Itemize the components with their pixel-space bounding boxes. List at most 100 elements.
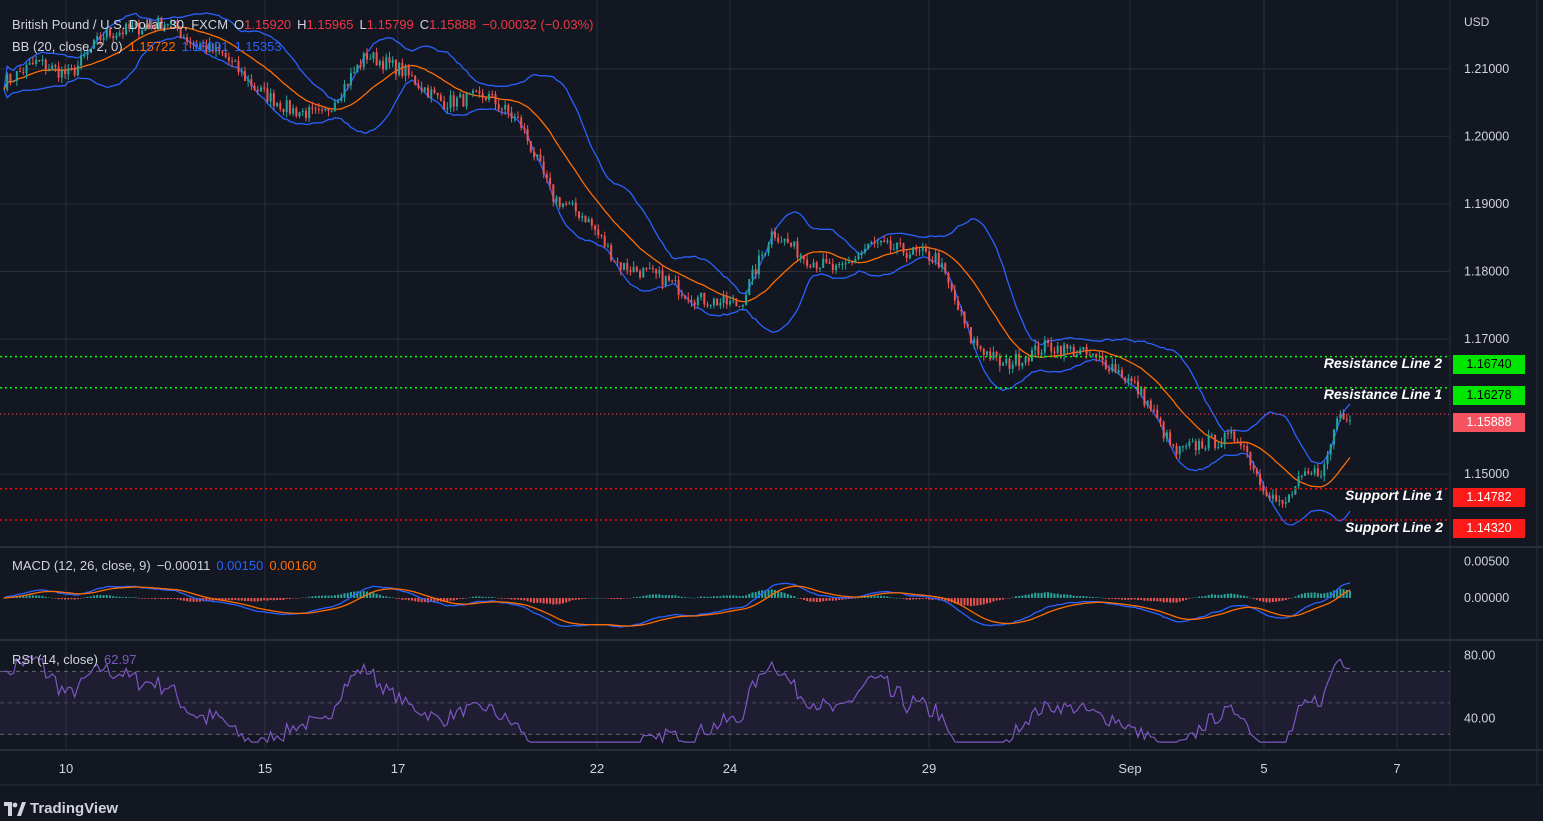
candle-body: [317, 108, 320, 110]
macd-hist-bar: [321, 595, 324, 598]
macd-hist-bar: [902, 597, 905, 599]
candle-body: [356, 65, 359, 73]
macd-hist-bar: [693, 597, 696, 599]
candle-body: [459, 94, 462, 98]
macd-hist-bar: [838, 597, 841, 601]
candle-body: [349, 73, 352, 86]
macd-hist-bar: [851, 597, 854, 599]
candle-body: [1275, 494, 1278, 502]
candle-body: [475, 90, 478, 92]
candle-body: [738, 306, 741, 308]
candle-body: [433, 89, 436, 93]
macd-hist-bar: [150, 597, 153, 599]
macd-hist-bar: [1239, 595, 1242, 598]
macd-hist-bar: [1255, 597, 1258, 600]
tradingview-brand[interactable]: TradingView: [4, 800, 118, 817]
candle-body: [144, 25, 147, 31]
macd-hist-bar: [719, 596, 722, 598]
macd-hist-bar: [173, 597, 176, 599]
macd-label[interactable]: MACD (12, 26, close, 9): [12, 558, 151, 573]
candle-body: [690, 299, 693, 303]
macd-hist-bar: [571, 597, 574, 601]
candle-body: [941, 263, 944, 268]
macd-hist-bar: [234, 597, 237, 601]
macd-hist-bar: [1194, 597, 1197, 598]
bb-label[interactable]: BB (20, close, 2, 0): [12, 39, 123, 54]
macd-hist-bar: [732, 595, 735, 598]
macd-hist-bar: [899, 597, 902, 599]
macd-hist-bar: [915, 597, 918, 600]
candle-body: [545, 174, 548, 178]
macd-hist-bar: [1059, 594, 1062, 598]
macd-hist-bar: [468, 597, 471, 598]
macd-hist-bar: [240, 597, 243, 601]
candle-body: [311, 107, 314, 109]
macd-hist-bar: [1323, 593, 1326, 598]
macd-hist-bar: [1018, 596, 1021, 598]
candle-body: [221, 51, 224, 53]
candle-body: [565, 203, 568, 205]
symbol-name[interactable]: British Pound / U.S. Dollar, 30, FXCM: [12, 17, 229, 32]
candle-body: [385, 57, 388, 70]
candle-body: [1194, 441, 1197, 451]
candle-body: [170, 21, 173, 25]
candle-body: [831, 263, 834, 271]
macd-hist-bar: [301, 597, 304, 599]
candle-body: [99, 36, 102, 41]
rsi-label[interactable]: RSI (14, close): [12, 652, 98, 667]
macd-hist-bar: [295, 597, 298, 599]
macd-hist-bar: [1075, 596, 1078, 598]
candle-body: [523, 127, 526, 130]
candle-body: [404, 66, 407, 76]
candle-body: [298, 112, 301, 117]
macd-hist-bar: [404, 597, 407, 600]
candle-body: [1255, 469, 1258, 475]
macd-hist-bar: [491, 596, 494, 598]
candle-body: [594, 225, 597, 230]
macd-hist-bar: [783, 592, 786, 598]
macd-hist-bar: [109, 595, 112, 598]
macd-hist-bar: [205, 597, 208, 602]
candle-body: [118, 32, 121, 36]
candle-body: [696, 297, 699, 306]
macd-hist-bar: [382, 596, 385, 598]
candle-body: [876, 242, 879, 244]
macd-hist-bar: [121, 597, 124, 598]
candle-body: [806, 259, 809, 266]
candle-body: [279, 103, 282, 109]
candle-body: [1287, 494, 1290, 503]
candle-body: [64, 69, 67, 75]
candle-body: [645, 268, 648, 270]
candle-body: [285, 100, 288, 112]
macd-hist-bar: [1056, 593, 1059, 598]
candle-body: [12, 80, 15, 82]
macd-hist-bar: [51, 597, 54, 599]
macd-hist-bar: [1198, 596, 1201, 598]
candle-body: [157, 17, 160, 29]
macd-hist-bar: [680, 596, 683, 598]
macd-hist-bar: [892, 597, 895, 599]
macd-hist-bar: [594, 597, 597, 599]
macd-hist-bar: [661, 595, 664, 598]
macd-hist-bar: [786, 594, 789, 598]
candle-body: [989, 351, 992, 360]
macd-hist-bar: [626, 597, 629, 599]
macd-hist-bar: [584, 597, 587, 599]
candle-body: [979, 345, 982, 350]
candle-body: [1008, 359, 1011, 369]
macd-hist-bar: [729, 595, 732, 598]
macd-hist-bar: [208, 597, 211, 601]
macd-hist-bar: [1162, 597, 1165, 603]
candle-body: [973, 339, 976, 343]
candle-body: [417, 84, 420, 88]
candle-body: [150, 25, 153, 27]
candle-body: [321, 109, 324, 111]
candle-body: [1153, 409, 1156, 411]
candle-body: [1108, 369, 1111, 372]
candle-body: [915, 247, 918, 251]
candle-body: [1284, 502, 1287, 504]
candle-body: [761, 254, 764, 256]
macd-hist-bar: [343, 593, 346, 598]
resistance-line-2-badge: 1.16740: [1453, 355, 1525, 374]
